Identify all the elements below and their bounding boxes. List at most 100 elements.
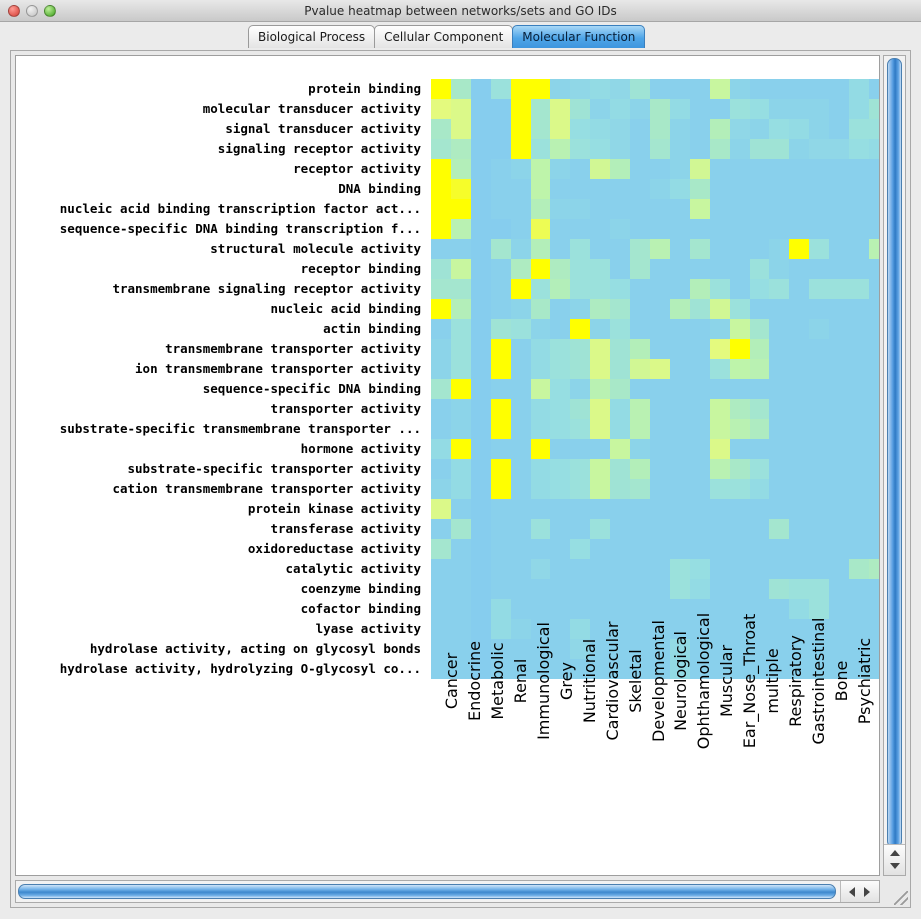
- heatmap-cell[interactable]: [530, 299, 551, 319]
- heatmap-cell[interactable]: [729, 219, 750, 239]
- heatmap-cell[interactable]: [530, 239, 551, 259]
- heatmap-cell[interactable]: [550, 279, 571, 299]
- heatmap-cell[interactable]: [510, 99, 531, 119]
- heatmap-cell[interactable]: [709, 519, 730, 539]
- heatmap-cell[interactable]: [490, 299, 511, 319]
- heatmap-cell[interactable]: [809, 99, 830, 119]
- heatmap-cell[interactable]: [749, 119, 770, 139]
- heatmap-cell[interactable]: [630, 299, 650, 319]
- heatmap-cell[interactable]: [590, 659, 611, 679]
- heatmap-cell[interactable]: [649, 579, 670, 599]
- heatmap-cell[interactable]: [510, 139, 531, 159]
- heatmap-cell[interactable]: [849, 199, 869, 219]
- heatmap-cell[interactable]: [868, 539, 879, 559]
- heatmap-cell[interactable]: [749, 319, 770, 339]
- heatmap-cell[interactable]: [431, 319, 451, 339]
- heatmap-cell[interactable]: [649, 119, 670, 139]
- heatmap-cell[interactable]: [470, 359, 491, 379]
- heatmap-cell[interactable]: [431, 619, 451, 639]
- heatmap-cell[interactable]: [849, 339, 869, 359]
- heatmap-cell[interactable]: [669, 319, 690, 339]
- heatmap-cell[interactable]: [689, 559, 710, 579]
- heatmap-cell[interactable]: [769, 379, 790, 399]
- heatmap-cell[interactable]: [789, 579, 810, 599]
- heatmap-cell[interactable]: [769, 519, 790, 539]
- heatmap-cell[interactable]: [849, 159, 869, 179]
- heatmap-cell[interactable]: [769, 239, 790, 259]
- heatmap-cell[interactable]: [809, 79, 830, 99]
- heatmap-cell[interactable]: [431, 419, 451, 439]
- heatmap-cell[interactable]: [550, 339, 571, 359]
- heatmap-cell[interactable]: [450, 479, 471, 499]
- heatmap-cell[interactable]: [669, 519, 690, 539]
- heatmap-cell[interactable]: [630, 239, 650, 259]
- heatmap-cell[interactable]: [550, 479, 571, 499]
- heatmap-cell[interactable]: [689, 359, 710, 379]
- heatmap-cell[interactable]: [490, 419, 511, 439]
- heatmap-cell[interactable]: [709, 459, 730, 479]
- heatmap-cell[interactable]: [590, 299, 611, 319]
- heatmap-cell[interactable]: [510, 379, 531, 399]
- heatmap-cell[interactable]: [450, 559, 471, 579]
- heatmap-cell[interactable]: [749, 599, 770, 619]
- heatmap-cell[interactable]: [510, 319, 531, 339]
- heatmap-cell[interactable]: [470, 599, 491, 619]
- heatmap-cell[interactable]: [689, 539, 710, 559]
- heatmap-cell[interactable]: [829, 339, 850, 359]
- heatmap-cell[interactable]: [729, 319, 750, 339]
- heatmap-cell[interactable]: [490, 179, 511, 199]
- heatmap-cell[interactable]: [590, 179, 611, 199]
- heatmap-cell[interactable]: [450, 619, 471, 639]
- heatmap-cell[interactable]: [709, 319, 730, 339]
- heatmap-cell[interactable]: [829, 419, 850, 439]
- heatmap-cell[interactable]: [709, 99, 730, 119]
- resize-grip[interactable]: [894, 891, 908, 905]
- heatmap-cell[interactable]: [829, 79, 850, 99]
- heatmap-cell[interactable]: [729, 539, 750, 559]
- heatmap-cell[interactable]: [849, 239, 869, 259]
- heatmap-cell[interactable]: [490, 479, 511, 499]
- heatmap-cell[interactable]: [709, 659, 730, 679]
- heatmap-cell[interactable]: [590, 239, 611, 259]
- heatmap-cell[interactable]: [849, 499, 869, 519]
- heatmap-cell[interactable]: [868, 499, 879, 519]
- heatmap-cell[interactable]: [769, 119, 790, 139]
- heatmap-cell[interactable]: [669, 619, 690, 639]
- heatmap-cell[interactable]: [689, 439, 710, 459]
- heatmap-cell[interactable]: [570, 159, 591, 179]
- heatmap-cell[interactable]: [649, 179, 670, 199]
- heatmap-cell[interactable]: [590, 139, 611, 159]
- heatmap-cell[interactable]: [630, 539, 650, 559]
- heatmap-cell[interactable]: [570, 479, 591, 499]
- heatmap-cell[interactable]: [809, 479, 830, 499]
- heatmap-cell[interactable]: [470, 459, 491, 479]
- heatmap-cell[interactable]: [470, 219, 491, 239]
- heatmap-cell[interactable]: [550, 399, 571, 419]
- heatmap-cell[interactable]: [510, 499, 531, 519]
- heatmap-cell[interactable]: [450, 119, 471, 139]
- heatmap-cell[interactable]: [450, 579, 471, 599]
- heatmap-cell[interactable]: [769, 459, 790, 479]
- heatmap-cell[interactable]: [829, 439, 850, 459]
- heatmap-cell[interactable]: [470, 379, 491, 399]
- zoom-button[interactable]: [44, 5, 56, 17]
- heatmap-cell[interactable]: [550, 599, 571, 619]
- heatmap-cell[interactable]: [610, 639, 631, 659]
- heatmap-cell[interactable]: [450, 519, 471, 539]
- heatmap-cell[interactable]: [868, 239, 879, 259]
- heatmap-cell[interactable]: [689, 139, 710, 159]
- heatmap-cell[interactable]: [709, 559, 730, 579]
- heatmap-cell[interactable]: [450, 539, 471, 559]
- heatmap-cell[interactable]: [709, 379, 730, 399]
- heatmap-cell[interactable]: [570, 399, 591, 419]
- heatmap-cell[interactable]: [570, 199, 591, 219]
- heatmap-cell[interactable]: [510, 419, 531, 439]
- heatmap-cell[interactable]: [789, 619, 810, 639]
- heatmap-cell[interactable]: [510, 159, 531, 179]
- heatmap-cell[interactable]: [530, 539, 551, 559]
- heatmap-cell[interactable]: [510, 459, 531, 479]
- heatmap-cell[interactable]: [431, 499, 451, 519]
- heatmap-cell[interactable]: [630, 419, 650, 439]
- heatmap-cell[interactable]: [769, 559, 790, 579]
- heatmap-cell[interactable]: [470, 499, 491, 519]
